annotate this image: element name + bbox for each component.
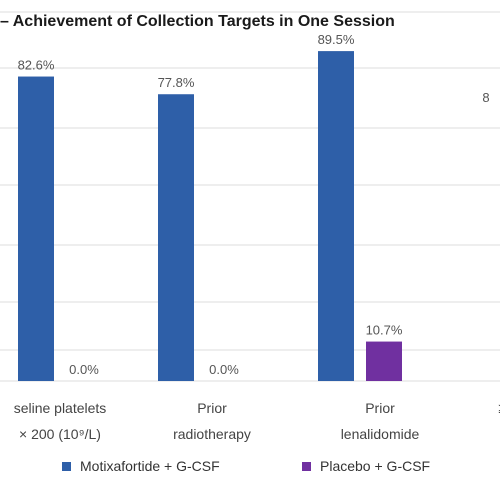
- x-tick-label: Prior: [197, 400, 227, 416]
- data-label: 89.5%: [318, 32, 355, 47]
- x-tick-label: ≥ 1: [498, 400, 500, 416]
- legend-swatch-motixafortide: [62, 461, 71, 471]
- bars: [18, 51, 402, 382]
- x-tick-label: Prior: [365, 400, 395, 416]
- data-label: 0.0%: [69, 362, 99, 377]
- bar-motixafortide-2: [318, 51, 354, 382]
- data-label: 77.8%: [158, 75, 195, 90]
- legend-label-placebo: Placebo + G-CSF: [320, 458, 431, 474]
- data-labels: 82.6% 0.0% 77.8% 0.0% 89.5% 10.7% 8: [18, 32, 490, 377]
- chart-title: – Achievement of Collection Targets in O…: [0, 13, 395, 30]
- legend-item-placebo: Placebo + G-CSF: [302, 458, 430, 474]
- x-tick-labels: seline platelets × 200 (10⁹/L) Prior radiot…: [14, 400, 500, 442]
- data-label: 0.0%: [209, 362, 239, 377]
- data-label: 8: [482, 90, 489, 105]
- x-tick-label: radiotherapy: [173, 426, 251, 442]
- legend-label-motixafortide: Motixafortide + G-CSF: [80, 458, 220, 474]
- bar-motixafortide-1: [158, 94, 194, 382]
- data-label: 82.6%: [18, 58, 55, 73]
- legend-swatch-placebo: [302, 461, 311, 471]
- x-tick-label: × 200 (10⁹/L): [19, 426, 101, 442]
- data-label: 10.7%: [366, 323, 403, 338]
- bar-placebo-2: [366, 341, 402, 381]
- legend-item-motixafortide: Motixafortide + G-CSF: [62, 458, 220, 474]
- bar-motixafortide-0: [18, 76, 54, 381]
- x-tick-label: lenalidomide: [341, 426, 420, 442]
- x-tick-label: seline platelets: [14, 400, 107, 416]
- gridlines: [0, 11, 500, 382]
